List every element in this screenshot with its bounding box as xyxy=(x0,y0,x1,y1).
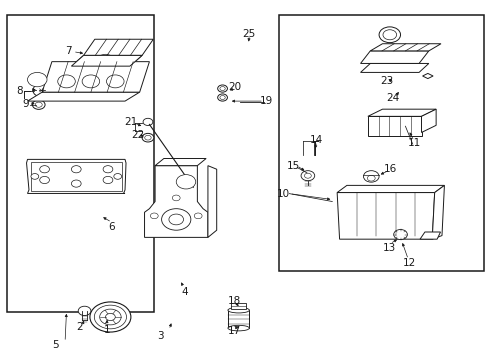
Circle shape xyxy=(304,173,311,178)
Text: 17: 17 xyxy=(228,326,241,336)
Text: 1: 1 xyxy=(103,325,110,335)
Circle shape xyxy=(97,54,114,67)
Polygon shape xyxy=(367,109,435,116)
Circle shape xyxy=(103,176,113,184)
Circle shape xyxy=(71,180,81,187)
Text: 6: 6 xyxy=(108,222,115,231)
Text: 14: 14 xyxy=(309,135,323,145)
Polygon shape xyxy=(422,73,432,78)
Text: 9: 9 xyxy=(22,99,29,109)
Bar xyxy=(278,15,484,271)
Polygon shape xyxy=(31,162,122,190)
Polygon shape xyxy=(144,166,207,237)
Polygon shape xyxy=(419,232,440,239)
Polygon shape xyxy=(71,55,142,66)
Circle shape xyxy=(217,85,227,92)
Text: 24: 24 xyxy=(386,93,399,103)
Circle shape xyxy=(33,84,50,97)
Text: 3: 3 xyxy=(157,331,163,341)
Text: 4: 4 xyxy=(182,287,188,297)
Circle shape xyxy=(90,302,131,332)
Polygon shape xyxy=(42,62,149,92)
Text: 16: 16 xyxy=(384,163,397,174)
Circle shape xyxy=(82,75,100,88)
Polygon shape xyxy=(155,158,206,166)
Circle shape xyxy=(378,27,400,42)
Circle shape xyxy=(150,213,158,219)
Circle shape xyxy=(144,135,151,140)
Circle shape xyxy=(161,209,190,230)
Text: 8: 8 xyxy=(16,86,22,96)
Circle shape xyxy=(172,195,180,201)
Text: 19: 19 xyxy=(259,96,272,106)
Bar xyxy=(6,15,154,312)
Text: 12: 12 xyxy=(402,258,415,268)
Text: 2: 2 xyxy=(76,322,83,332)
Text: 15: 15 xyxy=(286,161,299,171)
Text: 13: 13 xyxy=(383,243,396,253)
Polygon shape xyxy=(360,63,428,72)
Polygon shape xyxy=(207,166,216,237)
Circle shape xyxy=(143,118,153,126)
Circle shape xyxy=(35,102,42,107)
Circle shape xyxy=(27,72,47,87)
Circle shape xyxy=(220,95,225,99)
Text: 18: 18 xyxy=(228,296,241,306)
Circle shape xyxy=(301,171,314,181)
Polygon shape xyxy=(421,109,435,132)
Polygon shape xyxy=(336,185,444,193)
Polygon shape xyxy=(367,116,421,136)
Text: 23: 23 xyxy=(380,76,393,86)
Circle shape xyxy=(106,75,124,88)
Circle shape xyxy=(217,94,227,101)
Polygon shape xyxy=(26,159,126,193)
Circle shape xyxy=(40,166,49,173)
Ellipse shape xyxy=(227,307,249,313)
Circle shape xyxy=(103,166,113,173)
Circle shape xyxy=(40,176,49,184)
Circle shape xyxy=(31,174,39,179)
Polygon shape xyxy=(360,51,428,63)
Circle shape xyxy=(105,314,115,320)
Circle shape xyxy=(194,213,202,219)
Ellipse shape xyxy=(227,325,249,331)
Circle shape xyxy=(100,309,121,325)
Circle shape xyxy=(168,214,183,225)
Bar xyxy=(227,310,249,328)
Polygon shape xyxy=(369,44,440,51)
Circle shape xyxy=(71,166,81,173)
Circle shape xyxy=(220,87,225,90)
Polygon shape xyxy=(27,92,140,101)
Polygon shape xyxy=(83,39,153,55)
Text: 20: 20 xyxy=(228,82,241,93)
Polygon shape xyxy=(71,55,142,66)
Text: 11: 11 xyxy=(407,139,420,148)
Text: 10: 10 xyxy=(276,189,289,199)
Bar xyxy=(230,303,246,309)
Polygon shape xyxy=(336,193,434,239)
Circle shape xyxy=(78,306,91,316)
Circle shape xyxy=(382,30,396,40)
Polygon shape xyxy=(431,185,444,239)
Circle shape xyxy=(363,171,378,182)
Text: 7: 7 xyxy=(64,46,71,56)
Circle shape xyxy=(366,175,374,181)
Circle shape xyxy=(176,175,195,189)
Circle shape xyxy=(114,174,122,179)
Circle shape xyxy=(142,134,154,142)
Circle shape xyxy=(58,75,75,88)
Text: 22: 22 xyxy=(131,130,144,140)
Text: 25: 25 xyxy=(241,29,255,39)
Circle shape xyxy=(393,229,407,239)
Text: 21: 21 xyxy=(124,117,138,127)
Circle shape xyxy=(32,100,45,109)
Circle shape xyxy=(94,305,126,329)
Text: 5: 5 xyxy=(52,340,59,350)
